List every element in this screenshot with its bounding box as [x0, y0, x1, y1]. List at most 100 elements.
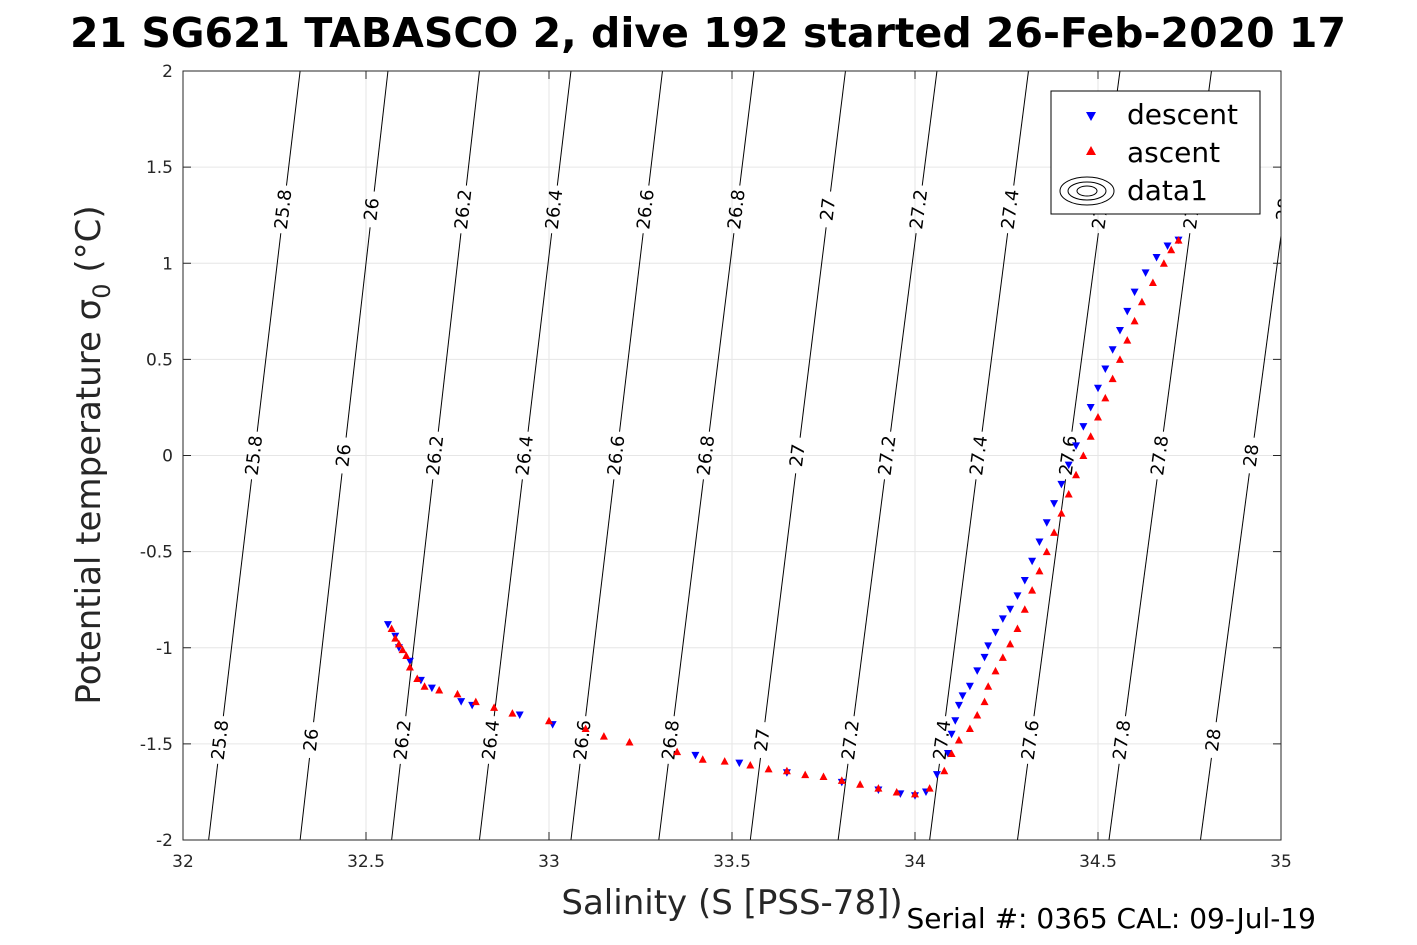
isopycnal-label: 26.4: [479, 719, 505, 761]
legend-descent-label: descent: [1127, 98, 1238, 131]
ascent-point: [1079, 451, 1088, 459]
ascent-point: [545, 716, 553, 725]
ascent-point: [1072, 470, 1081, 479]
descent-point: [1064, 461, 1073, 470]
isopycnal-line: [478, 763, 490, 840]
ascent-point: [801, 770, 810, 779]
isopycnal-line: [1253, 232, 1281, 438]
ascent-point: [925, 784, 934, 792]
y-tick-label: -0.5: [140, 543, 173, 563]
isopycnal-line: [1124, 479, 1158, 717]
ascent-point: [965, 724, 974, 732]
ascent-point: [874, 784, 883, 792]
descent-point: [515, 711, 524, 720]
descent-point: [954, 701, 963, 710]
descent-point: [943, 749, 952, 758]
isopycnal-line: [658, 763, 669, 840]
isopycnal-line: [285, 71, 301, 186]
ascent-point: [599, 732, 608, 740]
ascent-point: [413, 674, 422, 683]
descent-point: [427, 684, 436, 693]
isopycnal-line: [208, 763, 219, 840]
isopycnal-line: [1108, 763, 1120, 840]
ascent-point: [387, 624, 396, 633]
legend-box: [1050, 90, 1261, 215]
ascent-point: [837, 776, 846, 784]
ascent-point: [1020, 605, 1029, 613]
ascent-point: [420, 682, 429, 690]
ascent-point: [1167, 245, 1176, 254]
y-axis-label-unit: (°C): [69, 205, 109, 283]
descent-point: [1152, 253, 1161, 262]
isopycnal-line: [764, 473, 797, 723]
ascent-point: [1013, 624, 1022, 633]
isopycnal-line: [585, 479, 615, 717]
descent-point: [980, 653, 989, 662]
x-axis-label: Salinity (S [PSS-78]): [561, 883, 902, 923]
isopycnal-line: [373, 71, 389, 192]
ascent-point: [954, 736, 963, 744]
isopycnal-line: [465, 71, 480, 186]
descent-point: [1123, 307, 1132, 316]
descent-point: [991, 628, 1000, 637]
isopycnal-label: 26.2: [390, 719, 415, 761]
isopycnal-label: 27.4: [998, 188, 1024, 230]
descent-point: [457, 698, 466, 706]
isopycnal-line: [619, 233, 644, 432]
ascent-point: [1159, 259, 1168, 267]
isopycnal-label: 28: [1202, 727, 1226, 752]
y-axis-label-main: Potential temperature σ: [69, 299, 109, 705]
isopycnal-label: 27.2: [906, 188, 932, 230]
isopycnal-line: [739, 71, 755, 186]
descent-point: [1020, 576, 1029, 585]
ascent-point: [673, 747, 682, 756]
isopycnal-label: 26.8: [693, 434, 719, 476]
isopycnal-label: 26: [360, 197, 383, 222]
legend-data1-contour-icon: [1059, 176, 1115, 206]
ascent-point: [973, 711, 982, 719]
descent-point: [1057, 480, 1066, 489]
isopycnal-line: [1016, 763, 1029, 840]
ascent-point: [625, 737, 634, 746]
legend: descent ascent data1: [1050, 90, 1261, 215]
y-tick-label: 2: [162, 62, 173, 82]
y-tick-label: 0: [162, 447, 173, 467]
ascent-point: [508, 709, 517, 717]
ascent-point: [391, 634, 400, 642]
isopycnal-line: [749, 757, 761, 840]
x-tick-label: 34.5: [1079, 852, 1117, 872]
isopycnal-line: [1162, 233, 1191, 432]
ascent-point: [1035, 566, 1044, 575]
ascent-point: [1057, 509, 1066, 517]
isopycnal-label: 27.6: [1056, 434, 1082, 477]
isopycnal-line: [945, 479, 977, 717]
grid-lines: [183, 71, 1281, 840]
ascent-point: [819, 772, 828, 781]
ascent-point: [1064, 489, 1073, 498]
isopycnal-label: 26.8: [724, 188, 750, 230]
isopycnal-label: 26.6: [570, 719, 596, 761]
descent-point: [1028, 557, 1037, 566]
descent-point: [1013, 592, 1022, 600]
isopycnal-line: [345, 227, 371, 438]
ascent-point: [1094, 413, 1102, 421]
ascent-point: [1028, 586, 1037, 594]
isopycnal-line: [853, 479, 885, 717]
descent-point: [1035, 538, 1044, 547]
isopycnal-label: 26.2: [423, 434, 448, 476]
ascent-point: [856, 780, 865, 788]
descent-point: [1050, 500, 1059, 508]
isopycnal-line: [527, 233, 553, 432]
isopycnal-line: [1287, 71, 1303, 192]
isopycnal-line: [981, 233, 1009, 432]
ascent-point: [998, 653, 1007, 661]
ascent-point: [581, 724, 590, 732]
ascent-point: [1130, 316, 1139, 325]
descent-point: [1163, 242, 1172, 250]
isopycnal-label: 26.6: [633, 188, 659, 230]
ascent-point: [984, 682, 993, 690]
descent-point: [1006, 605, 1015, 614]
isopycnal-line: [708, 233, 735, 432]
ascent-point: [1115, 355, 1124, 363]
descent-point: [1108, 346, 1117, 354]
